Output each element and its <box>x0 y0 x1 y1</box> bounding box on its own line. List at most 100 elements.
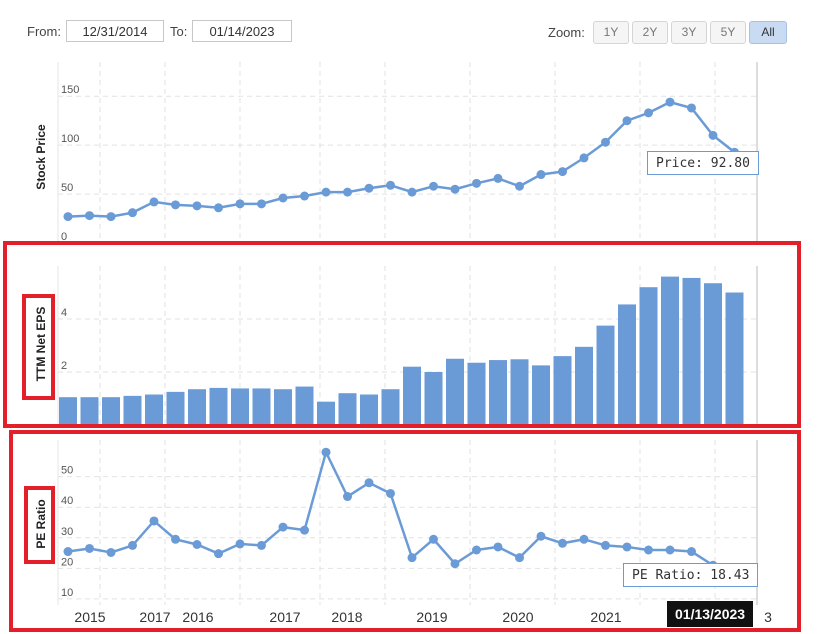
pe-line <box>67 448 735 575</box>
zoom-2y-button[interactable]: 2Y <box>632 21 668 44</box>
y-tick-label: 20 <box>61 556 73 568</box>
zoom-all-button[interactable]: All <box>749 21 787 44</box>
pe-point <box>472 545 481 555</box>
eps-bar <box>467 362 486 425</box>
pe-point <box>601 540 610 550</box>
price-point <box>235 199 245 209</box>
eps-bar <box>102 397 120 425</box>
pe-point <box>63 547 73 557</box>
eps-bar <box>575 346 593 425</box>
zoom-5y-button[interactable]: 5Y <box>710 21 746 44</box>
eps-bar <box>510 359 529 425</box>
pe-point <box>450 559 460 569</box>
pe-point <box>558 538 567 548</box>
from-label: From: <box>27 24 61 39</box>
eps-bar <box>209 387 228 425</box>
y-tick-label: 10 <box>61 587 73 599</box>
pe-point <box>257 540 266 550</box>
pe-point <box>407 553 417 563</box>
x-tick-label: 2018 <box>331 609 362 625</box>
pe-point <box>622 542 632 552</box>
eps-bar <box>639 287 658 425</box>
price-point <box>214 203 223 213</box>
price-axis-title: Stock Price <box>34 124 48 190</box>
pe-point <box>149 516 159 526</box>
price-point <box>708 130 718 140</box>
price-point <box>278 193 288 203</box>
eps-bar <box>59 397 77 425</box>
eps-bar <box>188 389 206 425</box>
eps-bar <box>123 395 142 425</box>
price-point <box>622 116 632 126</box>
eps-bar <box>661 276 679 425</box>
from-date-input[interactable]: 12/31/2014 <box>66 20 164 42</box>
price-point <box>149 197 159 207</box>
pe-point <box>364 478 374 488</box>
price-point <box>300 191 309 201</box>
eps-bar <box>618 304 636 425</box>
x-tick-label: 2020 <box>502 609 533 625</box>
eps-bar <box>489 360 507 425</box>
pe-point <box>128 540 137 550</box>
pe-point <box>536 531 546 541</box>
pe-point <box>300 525 309 535</box>
eps-bar <box>704 283 722 425</box>
price-point <box>63 212 73 222</box>
y-tick-label: 0 <box>61 231 67 243</box>
to-date-input[interactable]: 01/14/2023 <box>192 20 292 42</box>
price-point <box>364 183 374 193</box>
pe-point <box>321 447 331 457</box>
price-point <box>321 187 331 197</box>
price-point <box>192 201 202 211</box>
eps-bar <box>274 389 292 425</box>
x-tick-label: 2016 <box>182 609 213 625</box>
pe-point <box>386 488 395 498</box>
zoom-3y-button[interactable]: 3Y <box>671 21 707 44</box>
price-point <box>429 181 438 191</box>
x-tick-label: 2015 <box>74 609 105 625</box>
eps-bar <box>317 401 335 425</box>
zoom-label: Zoom: <box>548 25 585 40</box>
y-tick-label: 50 <box>61 182 73 194</box>
eps-bar <box>295 386 314 425</box>
price-point <box>343 187 352 197</box>
price-point <box>644 108 653 118</box>
pe-point <box>235 539 245 549</box>
eps-bar <box>80 397 99 425</box>
pe-point <box>493 542 503 552</box>
pe-axis-title: PE Ratio <box>34 499 48 548</box>
x-tick-label: 3 <box>764 609 772 625</box>
price-point <box>515 181 524 191</box>
eps-bar <box>252 388 271 425</box>
pe-tooltip: PE Ratio: 18.43 <box>623 563 759 587</box>
price-point <box>85 211 94 221</box>
price-point <box>257 199 266 209</box>
pe-point <box>687 547 696 557</box>
pe-point <box>429 534 438 544</box>
price-point <box>665 97 675 107</box>
x-tick-label: 2021 <box>590 609 621 625</box>
price-point <box>558 167 567 177</box>
y-tick-label: 4 <box>61 307 67 319</box>
y-tick-label: 50 <box>61 465 73 477</box>
y-tick-label: 30 <box>61 526 73 538</box>
price-point <box>106 212 116 222</box>
price-point <box>601 137 610 147</box>
eps-bar <box>596 325 615 425</box>
eps-bar <box>725 292 744 425</box>
price-point <box>128 208 137 218</box>
x-tick-label: 2019 <box>416 609 447 625</box>
pe-point <box>278 522 288 532</box>
pe-point <box>214 549 223 559</box>
eps-bar <box>166 391 185 425</box>
price-line <box>67 100 736 218</box>
pe-point <box>171 534 180 544</box>
pe-point <box>343 492 352 502</box>
eps-axis-title: TTM Net EPS <box>34 307 48 382</box>
zoom-1y-button[interactable]: 1Y <box>593 21 629 44</box>
eps-bar <box>553 356 572 425</box>
eps-bar <box>446 358 464 425</box>
eps-bar <box>424 372 443 425</box>
toolbar: From: 12/31/2014 To: 01/14/2023 Zoom: 1Y… <box>0 0 819 50</box>
price-point <box>472 178 481 188</box>
